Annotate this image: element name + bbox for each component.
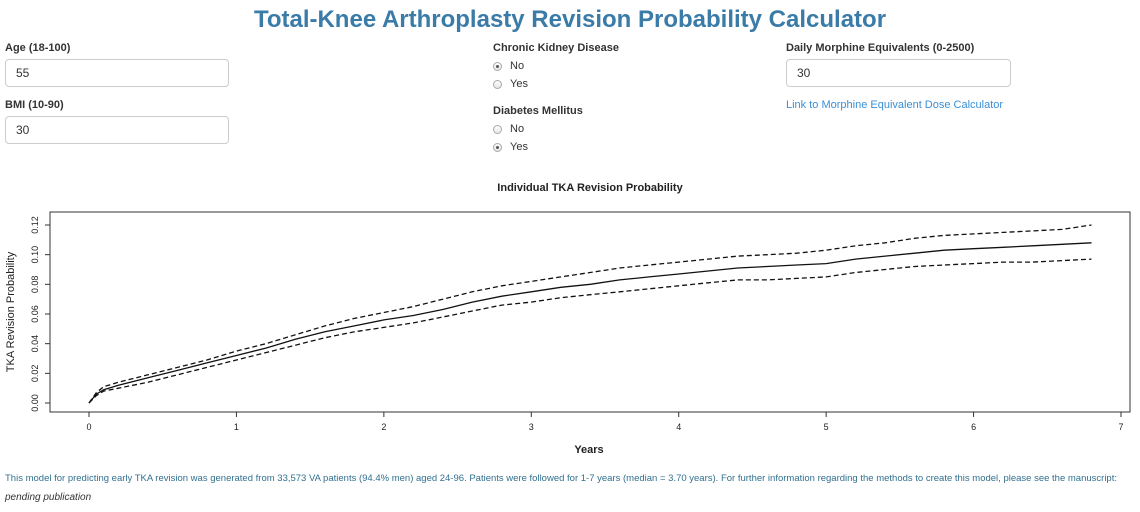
bmi-label: BMI (10-90) xyxy=(5,99,64,111)
age-input[interactable] xyxy=(5,59,229,87)
ckd-yes-label: Yes xyxy=(510,78,528,90)
ckd-no-label: No xyxy=(510,60,525,72)
age-label: Age (18-100) xyxy=(5,42,71,54)
ckd-label: Chronic Kidney Disease xyxy=(493,42,619,54)
x-tick-label: 1 xyxy=(234,422,239,432)
upper-ci-line xyxy=(88,224,1092,404)
y-tick-label: 0.04 xyxy=(30,335,40,353)
lower-ci-line xyxy=(88,258,1092,404)
x-tick-label: 5 xyxy=(824,422,829,432)
diabetes-option-yes[interactable]: Yes xyxy=(493,141,528,153)
morphine-calculator-link[interactable]: Link to Morphine Equivalent Dose Calcula… xyxy=(786,99,1004,111)
page-title: Total-Knee Arthroplasty Revision Probabi… xyxy=(253,6,887,33)
ckd-no-radio[interactable] xyxy=(493,61,502,71)
model-description: This model for predicting early TKA revi… xyxy=(5,473,1117,484)
morphine-label: Daily Morphine Equivalents (0-2500) xyxy=(786,42,975,54)
y-tick-label: 0.02 xyxy=(30,365,40,383)
ckd-option-yes[interactable]: Yes xyxy=(493,78,528,90)
x-tick-label: 0 xyxy=(86,422,91,432)
ckd-option-no[interactable]: No xyxy=(493,60,524,72)
ckd-yes-radio[interactable] xyxy=(493,79,502,89)
y-tick-label: 0.08 xyxy=(30,276,40,294)
diabetes-option-no[interactable]: No xyxy=(493,123,524,135)
morphine-input[interactable] xyxy=(786,59,1011,87)
y-axis: 0.00 0.02 0.04 0.06 0.08 0.10 0.12 xyxy=(30,216,50,412)
x-tick-label: 3 xyxy=(529,422,534,432)
plot-frame xyxy=(49,211,1131,413)
chart-title: Individual TKA Revision Probability xyxy=(497,182,683,194)
pending-publication: pending publication xyxy=(5,492,92,503)
revision-probability-chart: 0 1 2 3 4 5 6 7 0.00 0.02 0.04 0.06 0.08 0.10 0.12 Ye… xyxy=(5,211,1131,456)
y-tick-label: 0.12 xyxy=(30,216,40,234)
x-tick-label: 6 xyxy=(971,422,976,432)
diabetes-no-label: No xyxy=(510,123,525,135)
y-tick-label: 0.06 xyxy=(30,305,40,323)
x-axis-label: Years xyxy=(574,444,603,456)
bmi-input[interactable] xyxy=(5,116,229,144)
diabetes-no-radio[interactable] xyxy=(493,124,502,134)
y-axis-label: TKA Revision Probability xyxy=(5,251,17,372)
revision-probability-line xyxy=(88,242,1092,404)
diabetes-label: Diabetes Mellitus xyxy=(493,105,583,117)
diabetes-yes-radio[interactable] xyxy=(493,142,502,152)
y-tick-label: 0.10 xyxy=(30,246,40,264)
x-tick-label: 2 xyxy=(381,422,386,432)
y-tick-label: 0.00 xyxy=(30,394,40,412)
x-tick-label: 4 xyxy=(676,422,681,432)
x-axis: 0 1 2 3 4 5 6 7 xyxy=(86,412,1124,432)
diabetes-yes-label: Yes xyxy=(510,141,528,153)
plot-lines xyxy=(88,224,1092,404)
x-tick-label: 7 xyxy=(1118,422,1123,432)
